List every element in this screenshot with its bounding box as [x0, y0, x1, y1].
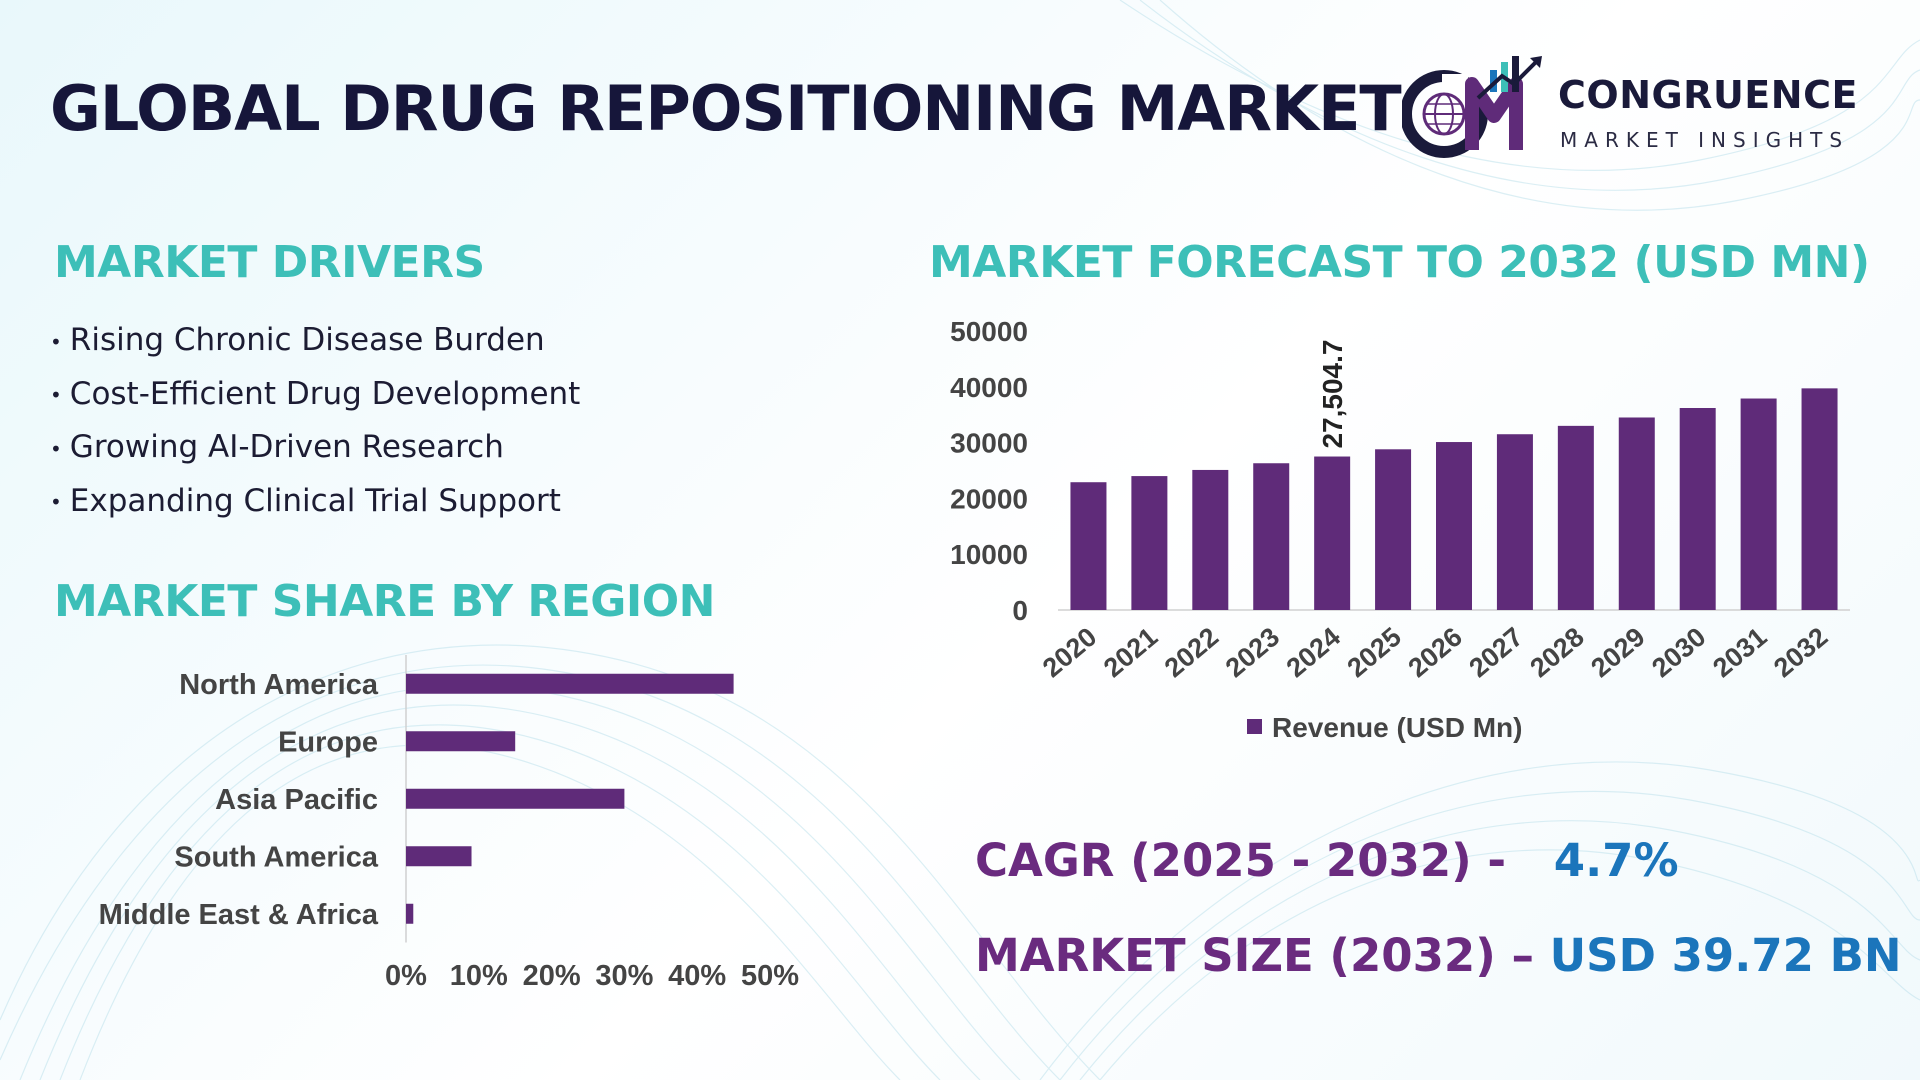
cagr-kpi: CAGR (2025 - 2032) - 4.7% [975, 838, 1679, 883]
region-x-tick-label: 20% [523, 960, 581, 992]
drivers-heading: MARKET DRIVERS [54, 237, 485, 288]
forecast-bar-2032 [1801, 388, 1838, 610]
driver-item: • Growing AI-Driven Research [50, 429, 504, 465]
forecast-y-tick-label: 30000 [950, 428, 1028, 459]
forecast-heading: MARKET FORECAST TO 2032 (USD MN) [929, 237, 1870, 288]
region-bar [406, 731, 516, 752]
logo-name: CONGRUENCE [1558, 73, 1858, 117]
forecast-bar-2027 [1496, 434, 1533, 610]
forecast-bar-2022 [1192, 469, 1229, 610]
driver-item-text: Rising Chronic Disease Burden [69, 322, 545, 358]
driver-item: • Cost-Efficient Drug Development [50, 375, 581, 412]
forecast-bar-2028 [1557, 425, 1594, 610]
region-category-label: Asia Pacific [215, 784, 378, 816]
forecast-bar-2031 [1740, 398, 1777, 610]
market-size-label: MARKET SIZE (2032) – [975, 929, 1534, 982]
forecast-bar-2021 [1131, 476, 1168, 610]
page-title: GLOBAL DRUG REPOSITIONING MARKET [50, 72, 1402, 145]
cagr-label: CAGR (2025 - 2032) - [975, 834, 1507, 887]
region-heading: MARKET SHARE BY REGION [54, 576, 716, 627]
forecast-bar-2026 [1436, 442, 1472, 610]
driver-item-text: Cost-Efficient Drug Development [69, 375, 581, 412]
region-category-label: North America [179, 669, 379, 701]
driver-item: • Expanding Clinical Trial Support [50, 482, 561, 519]
cagr-value: 4.7% [1553, 834, 1679, 887]
region-x-tick-label: 30% [595, 960, 653, 992]
region-x-tick-label: 10% [450, 960, 508, 992]
region-x-tick-label: 40% [668, 960, 726, 992]
region-x-tick-label: 0% [385, 960, 427, 992]
region-bar [406, 903, 414, 924]
forecast-y-tick-label: 40000 [950, 372, 1028, 403]
forecast-y-tick-label: 50000 [950, 316, 1028, 347]
driver-item-text: Expanding Clinical Trial Support [69, 482, 561, 519]
forecast-bar-2023 [1253, 463, 1290, 610]
forecast-bar-2025 [1375, 449, 1412, 610]
region-bar [406, 788, 625, 809]
forecast-bar-2029 [1618, 417, 1655, 610]
region-bar [406, 673, 734, 694]
region-x-tick-label: 50% [741, 960, 799, 992]
legend-label: Revenue (USD Mn) [1272, 712, 1522, 743]
forecast-y-tick-label: 10000 [950, 539, 1028, 570]
forecast-y-tick-label: 0 [1012, 595, 1028, 626]
region-bar [406, 846, 472, 867]
forecast-bar-2030 [1679, 408, 1716, 610]
driver-item: • Rising Chronic Disease Burden [50, 322, 545, 358]
driver-item-text: Growing AI-Driven Research [69, 429, 504, 465]
forecast-y-tick-label: 20000 [950, 483, 1028, 514]
logo-tagline: MARKET INSIGHTS [1560, 128, 1850, 152]
forecast-bar-2020 [1070, 482, 1107, 610]
region-category-label: Europe [278, 726, 378, 758]
market-size-kpi: MARKET SIZE (2032) – USD 39.72 BN [975, 933, 1902, 978]
company-logo: CONGRUENCE MARKET INSIGHTS [1402, 54, 1872, 158]
market-size-value: USD 39.72 BN [1549, 929, 1902, 982]
forecast-data-label: 27,504.7 [1317, 340, 1348, 449]
forecast-bar-2024 [1314, 456, 1351, 610]
legend-swatch [1247, 719, 1262, 734]
region-category-label: Middle East & Africa [99, 899, 379, 931]
drivers-list: • Rising Chronic Disease Burden • Cost-Eff… [50, 325, 580, 539]
region-category-label: South America [174, 841, 378, 873]
cm-globe-growth-logo-icon [1402, 56, 1542, 158]
